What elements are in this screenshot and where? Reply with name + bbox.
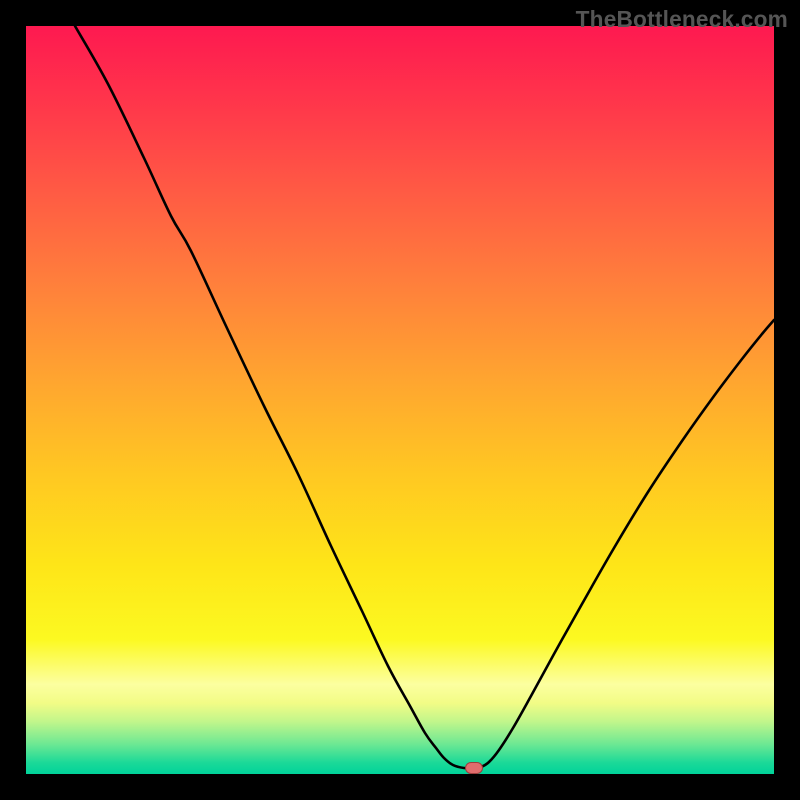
minimum-marker xyxy=(465,762,483,774)
curve-right-branch xyxy=(474,320,774,768)
plot-area xyxy=(26,26,774,774)
attribution-text: TheBottleneck.com xyxy=(576,6,788,33)
chart-container: TheBottleneck.com xyxy=(0,0,800,800)
bottleneck-curve xyxy=(26,26,774,774)
curve-left-branch xyxy=(75,26,474,768)
